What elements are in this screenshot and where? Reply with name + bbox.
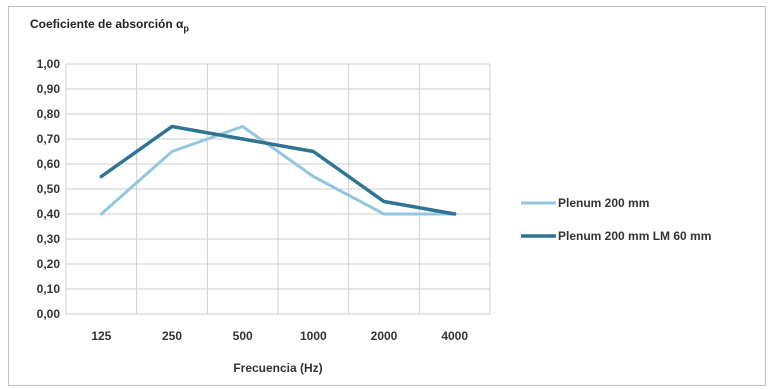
x-tick-label: 125: [91, 329, 111, 343]
y-tick-label: 0,70: [37, 132, 61, 146]
x-tick-label: 250: [162, 329, 182, 343]
y-tick-label: 0,50: [37, 182, 61, 196]
chart-title: Coeficiente de absorción αp: [30, 17, 189, 34]
x-tick-label: 1000: [300, 329, 327, 343]
x-tick-label: 500: [233, 329, 253, 343]
y-tick-label: 0,60: [37, 157, 61, 171]
legend-label: Plenum 200 mm LM 60 mm: [558, 229, 711, 243]
y-tick-label: 0,10: [37, 282, 61, 296]
y-tick-label: 0,30: [37, 232, 61, 246]
series-line: [99, 124, 457, 216]
series-line: [99, 125, 457, 216]
x-axis-label: Frecuencia (Hz): [233, 361, 322, 375]
x-tick-label: 2000: [371, 329, 398, 343]
y-tick-label: 0,20: [37, 257, 61, 271]
y-tick-label: 1,00: [37, 57, 61, 71]
y-tick-label: 0,80: [37, 107, 61, 121]
legend-label: Plenum 200 mm: [558, 196, 649, 210]
y-tick-label: 0,40: [37, 207, 61, 221]
y-tick-label: 0,90: [37, 82, 61, 96]
x-tick-label: 4000: [441, 329, 468, 343]
chart-frame: [8, 6, 766, 386]
y-tick-label: 0,00: [37, 307, 61, 321]
